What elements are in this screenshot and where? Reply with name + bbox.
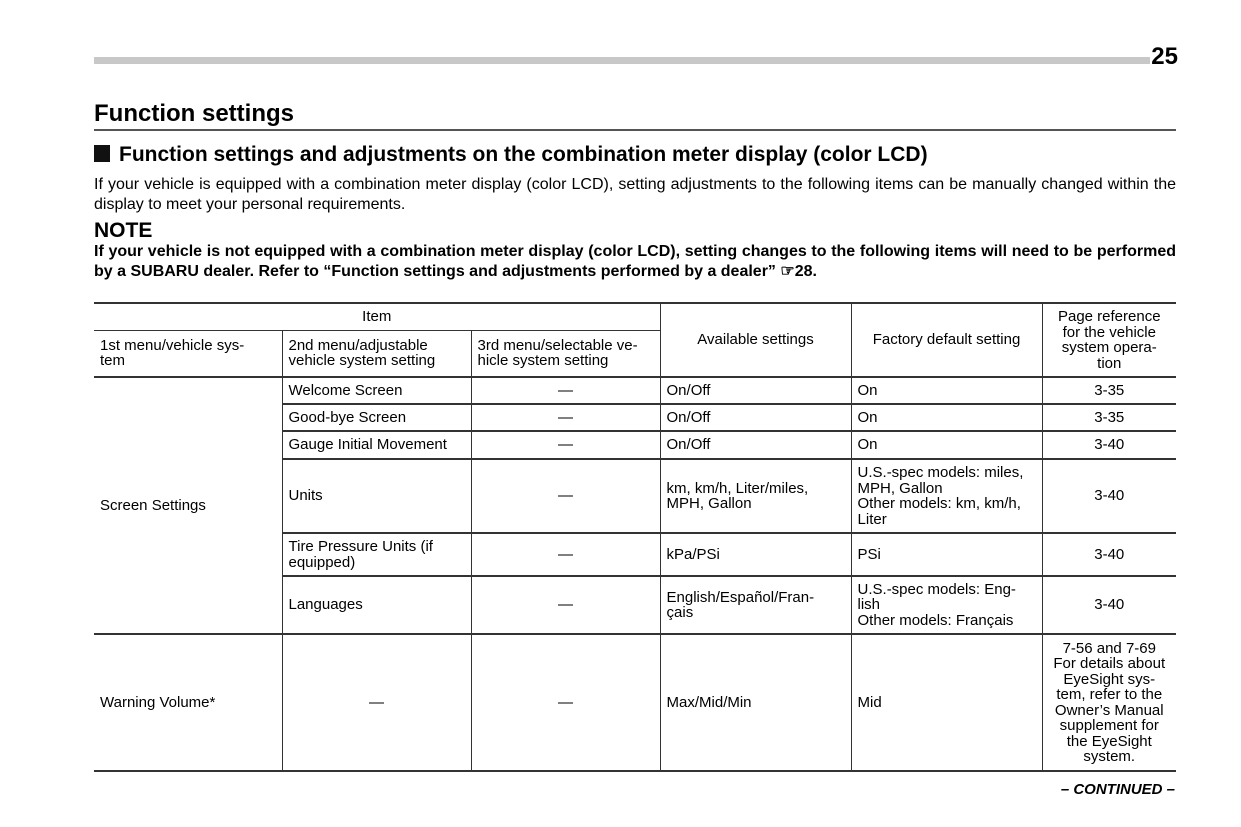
cell-menu3: — [470, 575, 661, 635]
cell-menu2: Units [282, 458, 472, 534]
cell-menu2: Languages [282, 575, 472, 635]
cell-default: On [850, 403, 1043, 432]
cell-default: U.S.-spec models: Eng- lish Other models… [850, 575, 1043, 635]
cell-available: kPa/PSi [659, 532, 852, 577]
header-menu2: 2nd menu/adjustable vehicle system setti… [281, 329, 472, 378]
table-row: Tire Pressure Units (if equipped) — kPa/PS… [94, 532, 1177, 577]
square-bullet-icon [94, 145, 110, 162]
header-available: Available settings [659, 302, 852, 378]
header-page-ref: Page reference for the vehicle system op… [1041, 302, 1177, 378]
cell-page-ref: 3-35 [1041, 376, 1177, 405]
page-number: 25 [1151, 43, 1178, 70]
cell-menu1: Warning Volume* [94, 633, 283, 772]
table-row: Gauge Initial Movement — On/Off On 3-40 [94, 430, 1177, 460]
note-text: If your vehicle is not equipped with a c… [94, 243, 1176, 280]
title-divider [94, 129, 1176, 131]
cell-default: On [850, 376, 1043, 405]
section-title: Function settings and adjustments on the… [94, 143, 928, 167]
cell-page-ref: 3-40 [1041, 458, 1177, 534]
table-row: Screen Settings Welcome Screen — On/Off On 3-… [94, 376, 1177, 635]
cell-menu3: — [470, 430, 661, 460]
cell-menu2: Gauge Initial Movement [282, 430, 472, 460]
page-title: Function settings [94, 100, 294, 127]
cell-menu2: — [281, 633, 472, 772]
table-row: Units — km, km/h, Liter/miles, MPH, Gallon… [94, 458, 1177, 534]
continued-label: – CONTINUED – [1060, 781, 1175, 798]
cell-page-ref: 3-40 [1041, 532, 1177, 577]
cell-available: On/Off [659, 430, 852, 460]
header-item: Item [94, 302, 661, 331]
header-default: Factory default setting [850, 302, 1043, 378]
header-rule [94, 57, 1150, 64]
table-row: Good-bye Screen — On/Off On 3-35 [94, 403, 1177, 432]
cell-available: km, km/h, Liter/miles, MPH, Gallon [659, 458, 852, 534]
cell-default: On [850, 430, 1043, 460]
function-settings-table: Item Available settings Factory default … [94, 302, 1177, 772]
cell-default: U.S.-spec models: miles, MPH, Gallon Oth… [850, 458, 1043, 534]
cell-menu2: Tire Pressure Units (if equipped) [282, 532, 472, 577]
cell-menu2: Good-bye Screen [282, 403, 472, 432]
cell-page-ref: 3-40 [1041, 430, 1177, 460]
cell-default: Mid [850, 633, 1043, 772]
cell-page-ref: 3-40 [1041, 575, 1177, 635]
cell-available: Max/Mid/Min [659, 633, 852, 772]
cell-menu2: Welcome Screen [281, 376, 472, 405]
cell-available: English/Español/Fran- çais [659, 575, 852, 635]
header-menu1: 1st menu/vehicle sys- tem [94, 329, 283, 378]
cell-available: On/Off [659, 376, 852, 405]
table-row: Warning Volume* — — Max/Mid/Min Mid 7-56 and … [94, 633, 1177, 772]
cell-menu1: Screen Settings [94, 376, 283, 635]
cell-menu3: — [470, 376, 661, 405]
table-row: Languages — English/Español/Fran- çais U.S.… [94, 575, 1177, 635]
section-title-text: Function settings and adjustments on the… [119, 143, 928, 166]
cell-menu3: — [470, 633, 661, 772]
note-heading: NOTE [94, 219, 153, 242]
cell-available: On/Off [659, 403, 852, 432]
cell-menu3: — [470, 458, 661, 534]
cell-menu3: — [470, 532, 661, 577]
intro-paragraph: If your vehicle is equipped with a combi… [94, 176, 1176, 213]
cell-menu3: — [470, 403, 661, 432]
cell-page-ref: 7-56 and 7-69 For details about EyeSight… [1041, 633, 1177, 772]
cell-default: PSi [850, 532, 1043, 577]
header-menu3: 3rd menu/selectable ve- hicle system set… [470, 329, 661, 378]
cell-page-ref: 3-35 [1041, 403, 1177, 432]
